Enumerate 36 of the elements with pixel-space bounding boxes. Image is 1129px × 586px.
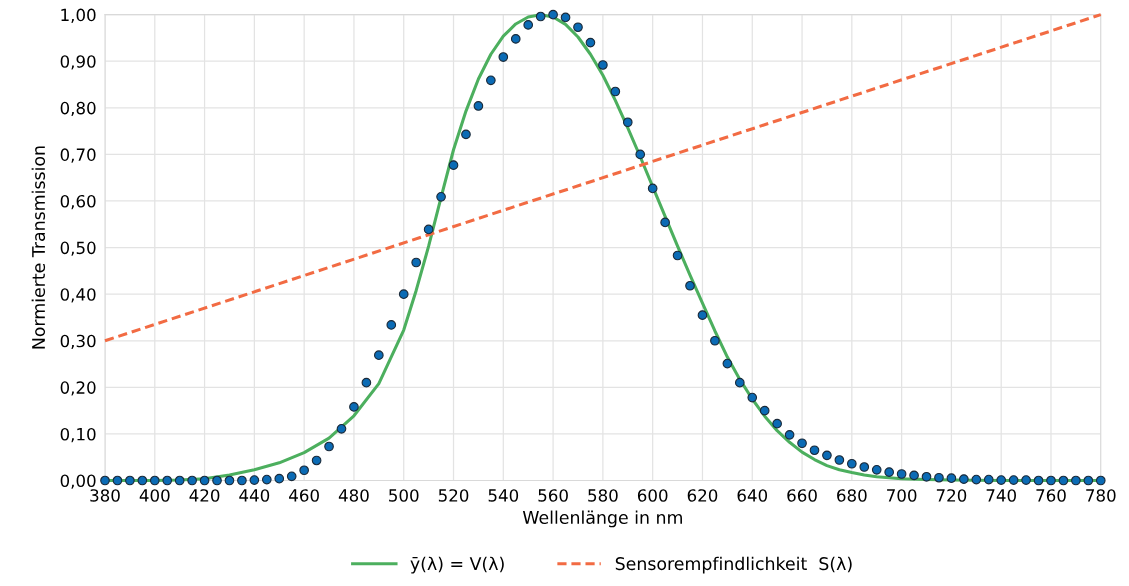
- x-tick-label: 700: [887, 489, 917, 502]
- x-tick-label: 520: [438, 489, 469, 502]
- x-tick-label: 420: [189, 489, 220, 502]
- x-tick-label: 600: [637, 489, 668, 502]
- y-tick-label: 0,10: [60, 427, 96, 443]
- x-tick-label: 760: [1036, 489, 1066, 502]
- x-tick-label: 480: [338, 489, 369, 502]
- x-tick-label: 640: [737, 489, 768, 502]
- y-tick-label: 0,70: [60, 148, 96, 163]
- x-tick-label: 580: [588, 489, 618, 502]
- y-tick-label: 0,80: [60, 101, 96, 117]
- x-tick-label: 540: [488, 489, 519, 502]
- y-tick-label: 0,40: [60, 288, 96, 303]
- x-tick-label: 400: [139, 489, 170, 502]
- y-tick-label: 0,00: [60, 474, 96, 489]
- x-tick-label: 500: [389, 489, 419, 502]
- x-tick-label: 560: [538, 489, 568, 502]
- x-tick-label: 380: [90, 489, 120, 502]
- y-tick-label: 0,20: [60, 381, 96, 396]
- y-tick-label: 0,30: [60, 334, 96, 350]
- x-tick-label: 780: [1086, 489, 1116, 502]
- x-axis-title: Wellenlänge in nm: [522, 510, 682, 528]
- legend-label: Sensorempfindlichkeit S(λ): [615, 556, 852, 574]
- x-tick-label: 460: [289, 489, 319, 502]
- x-tick-label: 720: [936, 489, 967, 502]
- x-tick-label: 680: [837, 489, 867, 502]
- x-tick-label: 740: [986, 489, 1016, 502]
- y-tick-label: 0,90: [60, 55, 96, 70]
- y-tick-label: 0,60: [60, 194, 96, 210]
- x-tick-label: 660: [787, 489, 817, 502]
- y-tick-label: 0,50: [60, 241, 96, 256]
- y-tick-label: 1,00: [61, 8, 96, 23]
- x-tick-label: 620: [687, 489, 718, 502]
- x-tick-label: 440: [239, 489, 270, 502]
- y-axis-title: Normierte Transmission: [31, 146, 46, 349]
- legend-label: ȳ(λ) = V(λ): [410, 556, 504, 574]
